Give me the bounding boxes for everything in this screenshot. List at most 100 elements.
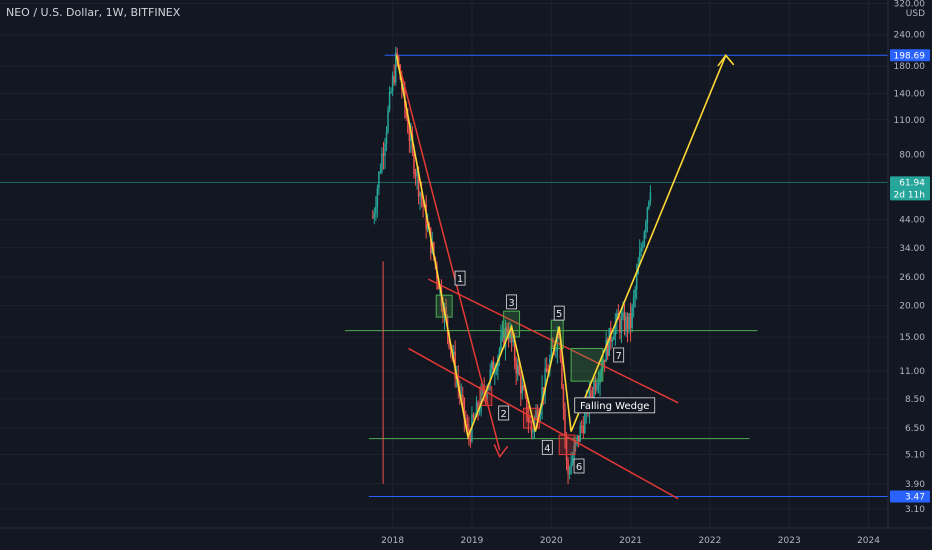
candle-body <box>642 245 644 249</box>
candle-body <box>417 170 420 197</box>
grid <box>0 0 888 528</box>
y-tick-label: 44.00 <box>899 216 925 226</box>
candle-body <box>620 317 623 333</box>
candle-body <box>506 327 508 334</box>
y-tick-label: 320.00 <box>894 0 926 9</box>
wave-label: 3 <box>508 298 514 309</box>
x-tick-label: 2023 <box>778 536 801 546</box>
chart-title: NEO / U.S. Dollar, 1W, BITFINEX <box>6 6 181 19</box>
candle-body <box>552 346 554 348</box>
candle-body <box>581 425 583 427</box>
candle-body <box>391 75 394 92</box>
candle-body <box>491 361 493 370</box>
candle-body <box>445 306 447 316</box>
candle-body <box>574 441 577 446</box>
candle-body <box>628 313 630 330</box>
horizontal-lines <box>0 54 888 498</box>
candle-body <box>532 430 534 433</box>
x-tick-label: 2022 <box>698 536 721 546</box>
wave-label-box <box>573 458 585 474</box>
x-tick-label: 2018 <box>381 536 404 546</box>
candle-body <box>561 358 563 388</box>
projection-path <box>395 55 727 440</box>
candle-body <box>603 359 606 362</box>
candle-body <box>590 390 592 397</box>
candle-body <box>530 422 533 433</box>
candle-body <box>478 411 481 413</box>
candle-body <box>582 425 585 433</box>
wave-labels: 1 2 3 4 5 6 7 Falling Wedge <box>454 270 656 474</box>
candle-body <box>648 201 650 208</box>
candles <box>372 46 652 485</box>
candle-body <box>375 207 377 214</box>
candle-body <box>646 207 649 224</box>
candle-body <box>462 394 464 399</box>
candle-body <box>638 251 641 265</box>
candle-body <box>545 368 548 373</box>
zone-box <box>570 347 604 382</box>
candle-body <box>393 75 395 83</box>
candle-body <box>396 52 398 57</box>
candle-body <box>509 330 511 340</box>
candle-body <box>463 398 466 419</box>
candle-body <box>497 357 499 370</box>
candle-body <box>568 473 571 475</box>
candle-body <box>606 339 609 356</box>
candle-body <box>390 91 392 93</box>
candle-body <box>442 306 444 317</box>
candle-body <box>576 435 578 442</box>
x-tick-label: 2020 <box>540 536 563 546</box>
candle-body <box>466 424 469 428</box>
candle-body <box>564 408 566 437</box>
currency-label: USD <box>906 9 925 19</box>
y-tick-label: 34.00 <box>899 244 925 254</box>
candle-body <box>521 385 524 394</box>
price-tag-label: 61.94 <box>899 178 925 188</box>
price-tag-label: 3.47 <box>905 493 925 503</box>
candle-body <box>372 217 374 219</box>
candle-body <box>513 340 516 362</box>
wedge-upper-line <box>427 278 679 404</box>
candle-body <box>408 132 411 142</box>
candle-body <box>373 213 376 218</box>
wave-label-box <box>553 305 565 321</box>
y-tick-label: 180.00 <box>894 62 926 72</box>
zone-box <box>503 310 521 338</box>
candle-body <box>422 199 424 207</box>
candle-body <box>494 371 496 374</box>
candle-body <box>626 316 629 330</box>
candle-body <box>405 106 408 118</box>
candle-body <box>460 394 463 396</box>
candle-body <box>382 153 385 156</box>
candle-body <box>518 365 520 376</box>
candle-body <box>426 224 429 230</box>
candle-body <box>379 171 382 173</box>
wave-label-box <box>613 347 625 363</box>
candle-body <box>498 349 501 358</box>
candle-body <box>475 402 478 417</box>
candle-body <box>452 351 455 355</box>
y-tick-label: 26.00 <box>899 273 925 283</box>
candle-body <box>516 365 519 374</box>
wave-label-box <box>454 270 466 286</box>
y-tick-label: 80.00 <box>899 150 925 160</box>
downtrend-line <box>395 55 501 451</box>
time-axis[interactable]: 2018 2019 2020 2021 2022 2023 2024 <box>0 527 932 550</box>
candle-body <box>410 134 412 142</box>
wave-label-box <box>498 405 510 421</box>
annotation-box <box>574 397 656 414</box>
zone-box <box>523 407 540 429</box>
candle-body <box>634 289 636 297</box>
candle-body <box>416 170 418 177</box>
candle-body <box>500 336 502 350</box>
candle-body <box>378 171 380 189</box>
candle-body <box>535 410 537 419</box>
price-axis-bg <box>888 0 932 550</box>
candle-body <box>593 382 595 398</box>
wave-label: 4 <box>544 443 550 454</box>
candle-body <box>579 425 582 442</box>
candle-body <box>555 350 557 352</box>
wave-label-box <box>541 439 553 455</box>
